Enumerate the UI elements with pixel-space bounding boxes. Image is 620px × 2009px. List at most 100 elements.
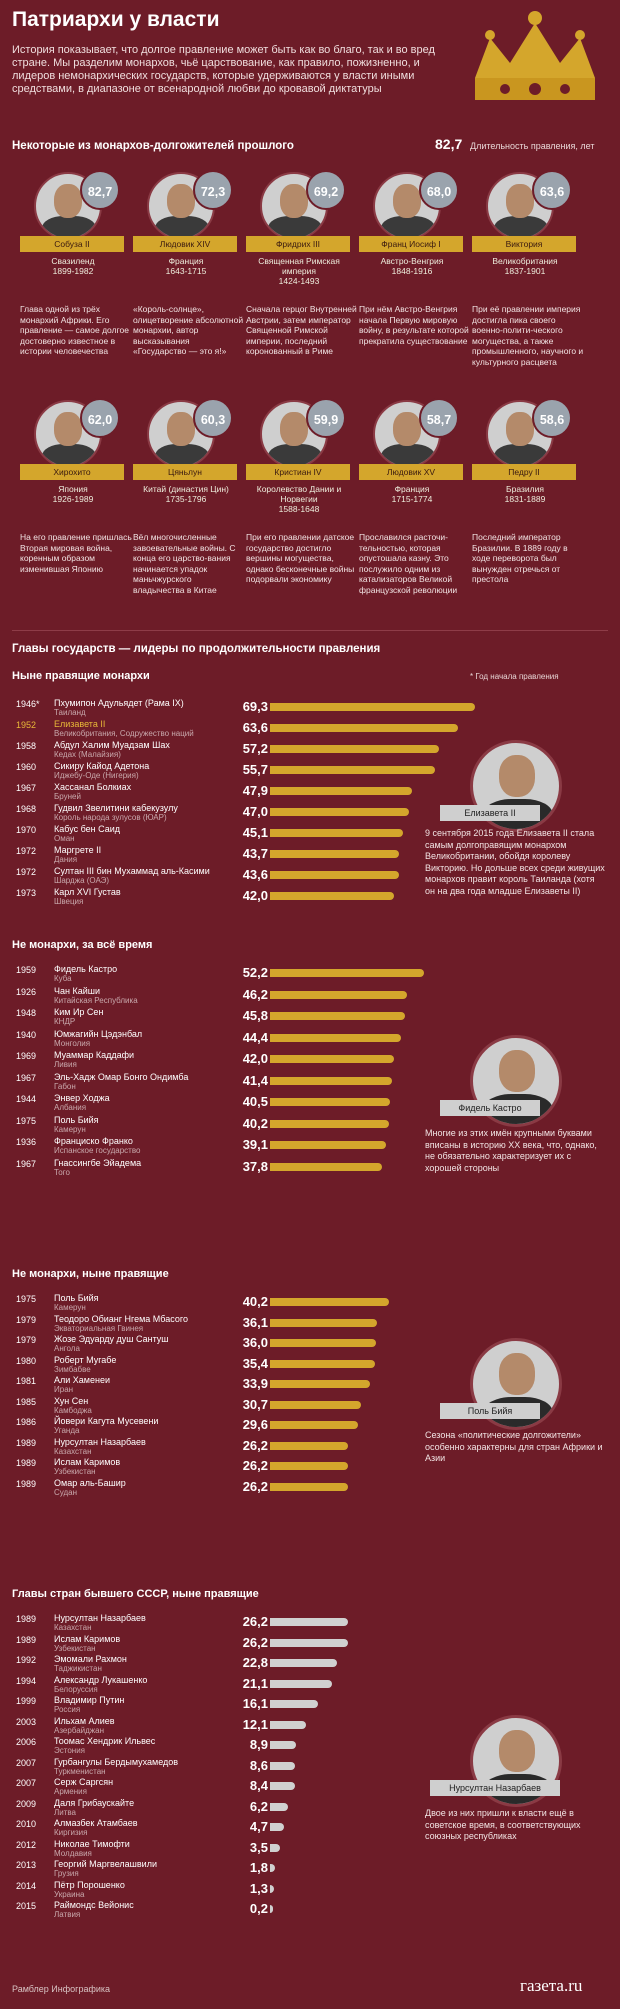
leader-country: Габон [54,1081,76,1091]
value-label: 40,2 [242,1115,268,1131]
table-row: 2006 Тоомас Хендрик Ильвес Эстония 8,9 [16,1736,476,1758]
table-row: 2014 Пётр Порошенко Украина 1,3 [16,1880,476,1902]
leader-name: Гудвил Звелитини кабекузулу [54,803,178,813]
year-label: 1967 [16,1072,37,1083]
reign-value: 59,9 [306,398,346,438]
value-label: 29,6 [242,1417,268,1432]
year-label: 1926 [16,986,37,997]
table-row: 1999 Владимир Путин Россия 16,1 [16,1695,476,1717]
reign-value: 63,6 [532,170,572,210]
leader-country: Таджикистан [54,1664,102,1673]
table-row: 1989 Ислам Каримов Узбекистан 26,2 [16,1634,476,1656]
bar [270,1720,306,1729]
portrait-label: Поль Бийя [440,1403,540,1419]
bar [270,1638,348,1647]
value-label: 26,2 [242,1614,268,1629]
chart-main-title: Главы государств — лидеры по продолжител… [12,643,381,655]
table-row: 2009 Даля Грибаускайте Литва 6,2 [16,1798,476,1820]
bar [270,1441,348,1450]
leader-country: Молдавия [54,1848,92,1858]
year-label: 1936 [16,1137,37,1147]
year-label: 1948 [16,1008,37,1018]
value-label: 41,4 [242,1072,268,1088]
year-label: 1999 [16,1696,37,1706]
year-label: 2007 [16,1778,37,1788]
year-label: 1981 [16,1376,37,1386]
year-label: 1986 [16,1417,37,1427]
bar [270,1421,358,1429]
table-row: 1994 Александр Лукашенко Белоруссия 21,1 [16,1675,476,1697]
section-title-s1: Ныне правящие монархи [12,670,150,682]
leader-country: Таиланд [54,708,86,717]
monarch-country: Священная Римская империя 1424-1493 [258,256,340,286]
leader-country: Камерун [54,1124,86,1134]
leader-country: Дания [54,855,78,864]
leader-name: Александр Лукашенко [54,1674,148,1685]
bar [270,1119,389,1128]
table-row: 1967 Эль-Хадж Омар Бонго Ондимба Габон 41,4 [16,1072,476,1094]
portrait-label: Нурсултан Назарбаев [430,1780,560,1796]
leader-country: Швеция [54,897,84,906]
leader-country: Грузия [54,1869,79,1878]
leader-country: КНДР [54,1017,76,1026]
table-row: 1952 Елизавета II Великобритания, Содружес… [16,719,476,741]
value-label: 0,2 [249,1901,268,1916]
section-title-s3: Не монархи, ныне правящие [12,1268,169,1280]
value-label: 30,7 [242,1396,268,1412]
leader-country: Украина [54,1889,85,1899]
leader-name: Пхумипон Адульядет (Рама IX) [54,698,184,708]
table-row: 1967 Гнассингбе Эйадема Того 37,8 [16,1158,476,1180]
leader-name: Сикиру Кайод Адетона [54,761,150,771]
monarch-country: Франция 1643-1715 [165,256,207,276]
value-label: 40,5 [242,1094,268,1109]
year-label: 1972 [16,846,37,856]
bar [270,990,407,999]
table-row: 1958 Абдул Халим Муадзам Шах Кедах (Малайз… [16,740,476,762]
leader-name: Йовери Кагута Мусевени [54,1416,159,1426]
bar [270,1359,375,1368]
table-row: 1969 Муаммар Каддафи Ливия 42,0 [16,1050,476,1072]
year-label: 1989 [16,1478,37,1489]
reign-value: 82,7 [80,170,120,210]
value-label: 47,0 [242,804,268,819]
monarch-country: Королевство Дании и Норвегии 1588-1648 [256,484,342,514]
leader-name: Ильхам Алиев [54,1715,115,1726]
monarch-country: Япония 1926-1989 [52,484,94,504]
year-label: 1975 [16,1115,37,1126]
year-label: 1944 [16,1094,37,1104]
year-label: 2012 [16,1839,37,1850]
leader-name: Муаммар Каддафи [54,1050,135,1060]
year-label: 1952 [16,720,37,730]
year-label: 1946* [16,699,40,709]
bar [270,1462,348,1470]
value-label: 8,9 [249,1737,268,1752]
value-label: 1,8 [249,1860,268,1875]
value-label: 8,6 [249,1757,268,1773]
bar [270,1400,361,1409]
leader-name: Франциско Франко [54,1136,133,1146]
table-row: 1980 Роберт Мугабе Зимбабве 35,4 [16,1355,476,1377]
monarch-description: Глава одной из трёх монархий Африки. Его… [20,304,129,356]
legend-label: Длительность правления, лет [470,141,595,151]
table-row: 1959 Фидель Кастро Куба 52,2 [16,964,476,986]
leader-country: Куба [54,974,72,983]
bar [270,829,404,837]
leader-name: Эмомали Рахмон [54,1654,127,1664]
bar [270,1012,406,1020]
year-label: 2003 [16,1716,37,1727]
bar [270,1380,371,1388]
table-row: 1989 Ислам Каримов Узбекистан 26,2 [16,1457,476,1479]
bar [270,745,440,753]
table-row: 2013 Георгий Маргвелашвили Грузия 1,8 [16,1859,476,1881]
reign-value: 58,7 [419,398,459,438]
value-label: 63,6 [242,720,268,735]
leader-country: Белоруссия [54,1684,98,1694]
table-row: 2010 Алмазбек Атамбаев Киргизия 4,7 [16,1818,476,1840]
bar [270,969,425,977]
leader-country: Монголия [54,1038,91,1048]
year-label: 2015 [16,1901,37,1911]
value-label: 4,7 [249,1819,268,1834]
bar [270,808,410,816]
section-title-s2: Не монархи, за всё время [12,939,153,951]
year-label: 1940 [16,1029,37,1040]
